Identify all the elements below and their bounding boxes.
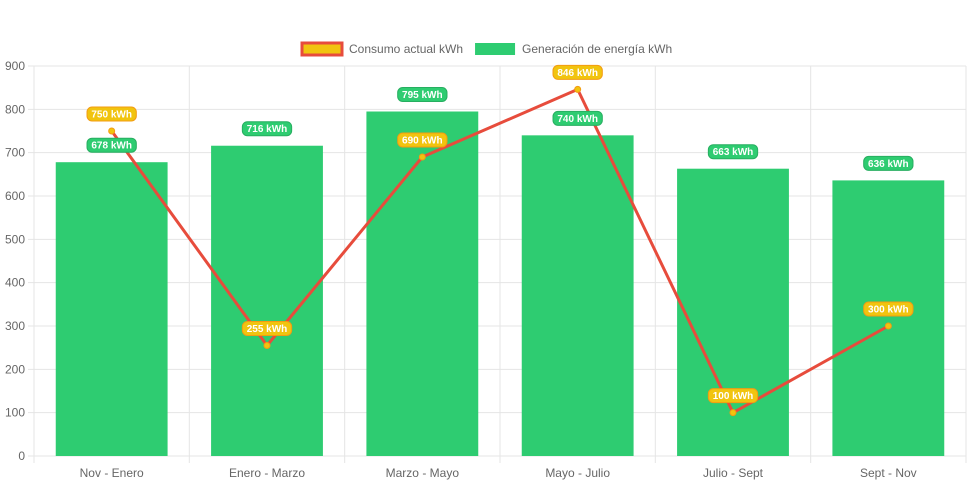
bar[interactable] bbox=[211, 145, 323, 456]
data-labels: 678 kWh 716 kWh 795 kWh 740 kWh 663 kWh 636 k… bbox=[86, 64, 914, 404]
legend-label: Generación de energía kWh bbox=[522, 42, 672, 56]
data-label-box bbox=[241, 121, 293, 137]
data-label-text: 716 kWh bbox=[247, 124, 288, 135]
bar[interactable] bbox=[366, 111, 479, 457]
data-label-box bbox=[86, 137, 137, 153]
x-tick-label: Enero - Marzo bbox=[229, 466, 305, 480]
bar[interactable] bbox=[677, 168, 789, 456]
data-label-text: 678 kWh bbox=[91, 141, 132, 152]
y-tick-label: 500 bbox=[5, 232, 25, 246]
data-label-box bbox=[241, 321, 293, 336]
line-point[interactable] bbox=[729, 409, 737, 417]
y-tick-label: 700 bbox=[5, 146, 25, 160]
line-series bbox=[108, 85, 892, 417]
x-tick-label: Nov - Enero bbox=[80, 466, 144, 480]
line-point[interactable] bbox=[418, 153, 426, 161]
bar[interactable] bbox=[521, 135, 634, 457]
data-label-text: 663 kWh bbox=[713, 147, 754, 158]
data-label-text: 255 kWh bbox=[247, 324, 288, 335]
legend-swatch bbox=[300, 41, 344, 57]
legend-label: Consumo actual kWh bbox=[349, 42, 463, 56]
data-label: 678 kWh bbox=[86, 137, 137, 153]
data-label: 690 kWh bbox=[397, 132, 448, 148]
data-label-box bbox=[552, 64, 603, 80]
y-tick-label: 900 bbox=[5, 59, 25, 73]
x-tick-label: Sept - Nov bbox=[860, 466, 917, 480]
line-point[interactable] bbox=[108, 127, 116, 135]
bar[interactable] bbox=[55, 162, 168, 456]
data-label: 255 kWh bbox=[241, 321, 293, 336]
data-label-box bbox=[552, 110, 603, 126]
data-label: 750 kWh bbox=[86, 106, 137, 122]
y-tick-label: 800 bbox=[5, 102, 25, 116]
legend: Consumo actual kWh Generación de energía … bbox=[300, 41, 672, 57]
data-label: 636 kWh bbox=[863, 155, 914, 171]
line-point[interactable] bbox=[263, 342, 271, 349]
legend-item[interactable]: Consumo actual kWh bbox=[300, 41, 463, 57]
data-label-box bbox=[707, 388, 759, 404]
data-label-text: 750 kWh bbox=[91, 110, 132, 121]
y-tick-label: 0 bbox=[18, 449, 25, 463]
line-point[interactable] bbox=[884, 322, 892, 330]
data-label-box bbox=[707, 144, 759, 160]
data-label-box bbox=[863, 155, 914, 171]
y-axis: 0 100 200 300 400 500 600 700 800 900 bbox=[5, 59, 25, 463]
data-label-box bbox=[863, 301, 914, 317]
data-label-text: 795 kWh bbox=[402, 90, 443, 101]
line-point[interactable] bbox=[574, 85, 582, 93]
x-tick-label: Julio - Sept bbox=[703, 466, 764, 480]
y-tick-label: 100 bbox=[5, 406, 25, 420]
data-label-text: 846 kWh bbox=[557, 68, 598, 79]
data-label: 795 kWh bbox=[397, 87, 448, 102]
data-label: 740 kWh bbox=[552, 110, 603, 126]
x-axis: Nov - Enero Enero - Marzo Marzo - Mayo Mayo… bbox=[80, 466, 917, 480]
data-label: 716 kWh bbox=[241, 121, 293, 137]
legend-item[interactable]: Generación de energía kWh bbox=[475, 42, 672, 56]
data-label-text: 740 kWh bbox=[557, 114, 598, 125]
y-tick-label: 200 bbox=[5, 362, 25, 376]
x-tick-label: Marzo - Mayo bbox=[386, 466, 460, 480]
legend-swatch bbox=[475, 43, 516, 55]
bar-series bbox=[55, 111, 945, 457]
data-label: 100 kWh bbox=[707, 388, 759, 404]
data-label-box bbox=[86, 106, 137, 122]
data-label-text: 100 kWh bbox=[713, 391, 754, 402]
y-tick-label: 300 bbox=[5, 319, 25, 333]
y-tick-label: 600 bbox=[5, 189, 25, 203]
grid-lines bbox=[28, 65, 967, 463]
bar[interactable] bbox=[832, 180, 945, 456]
data-label-box bbox=[397, 87, 448, 102]
data-label: 846 kWh bbox=[552, 64, 603, 80]
data-label: 300 kWh bbox=[863, 301, 914, 317]
data-label-text: 690 kWh bbox=[402, 136, 443, 147]
line-path bbox=[110, 87, 890, 415]
data-label-text: 636 kWh bbox=[868, 159, 909, 170]
data-label: 663 kWh bbox=[707, 144, 759, 160]
x-tick-label: Mayo - Julio bbox=[545, 466, 610, 480]
data-label-box bbox=[397, 132, 448, 148]
y-tick-label: 400 bbox=[5, 276, 25, 290]
data-label-text: 300 kWh bbox=[868, 305, 909, 316]
